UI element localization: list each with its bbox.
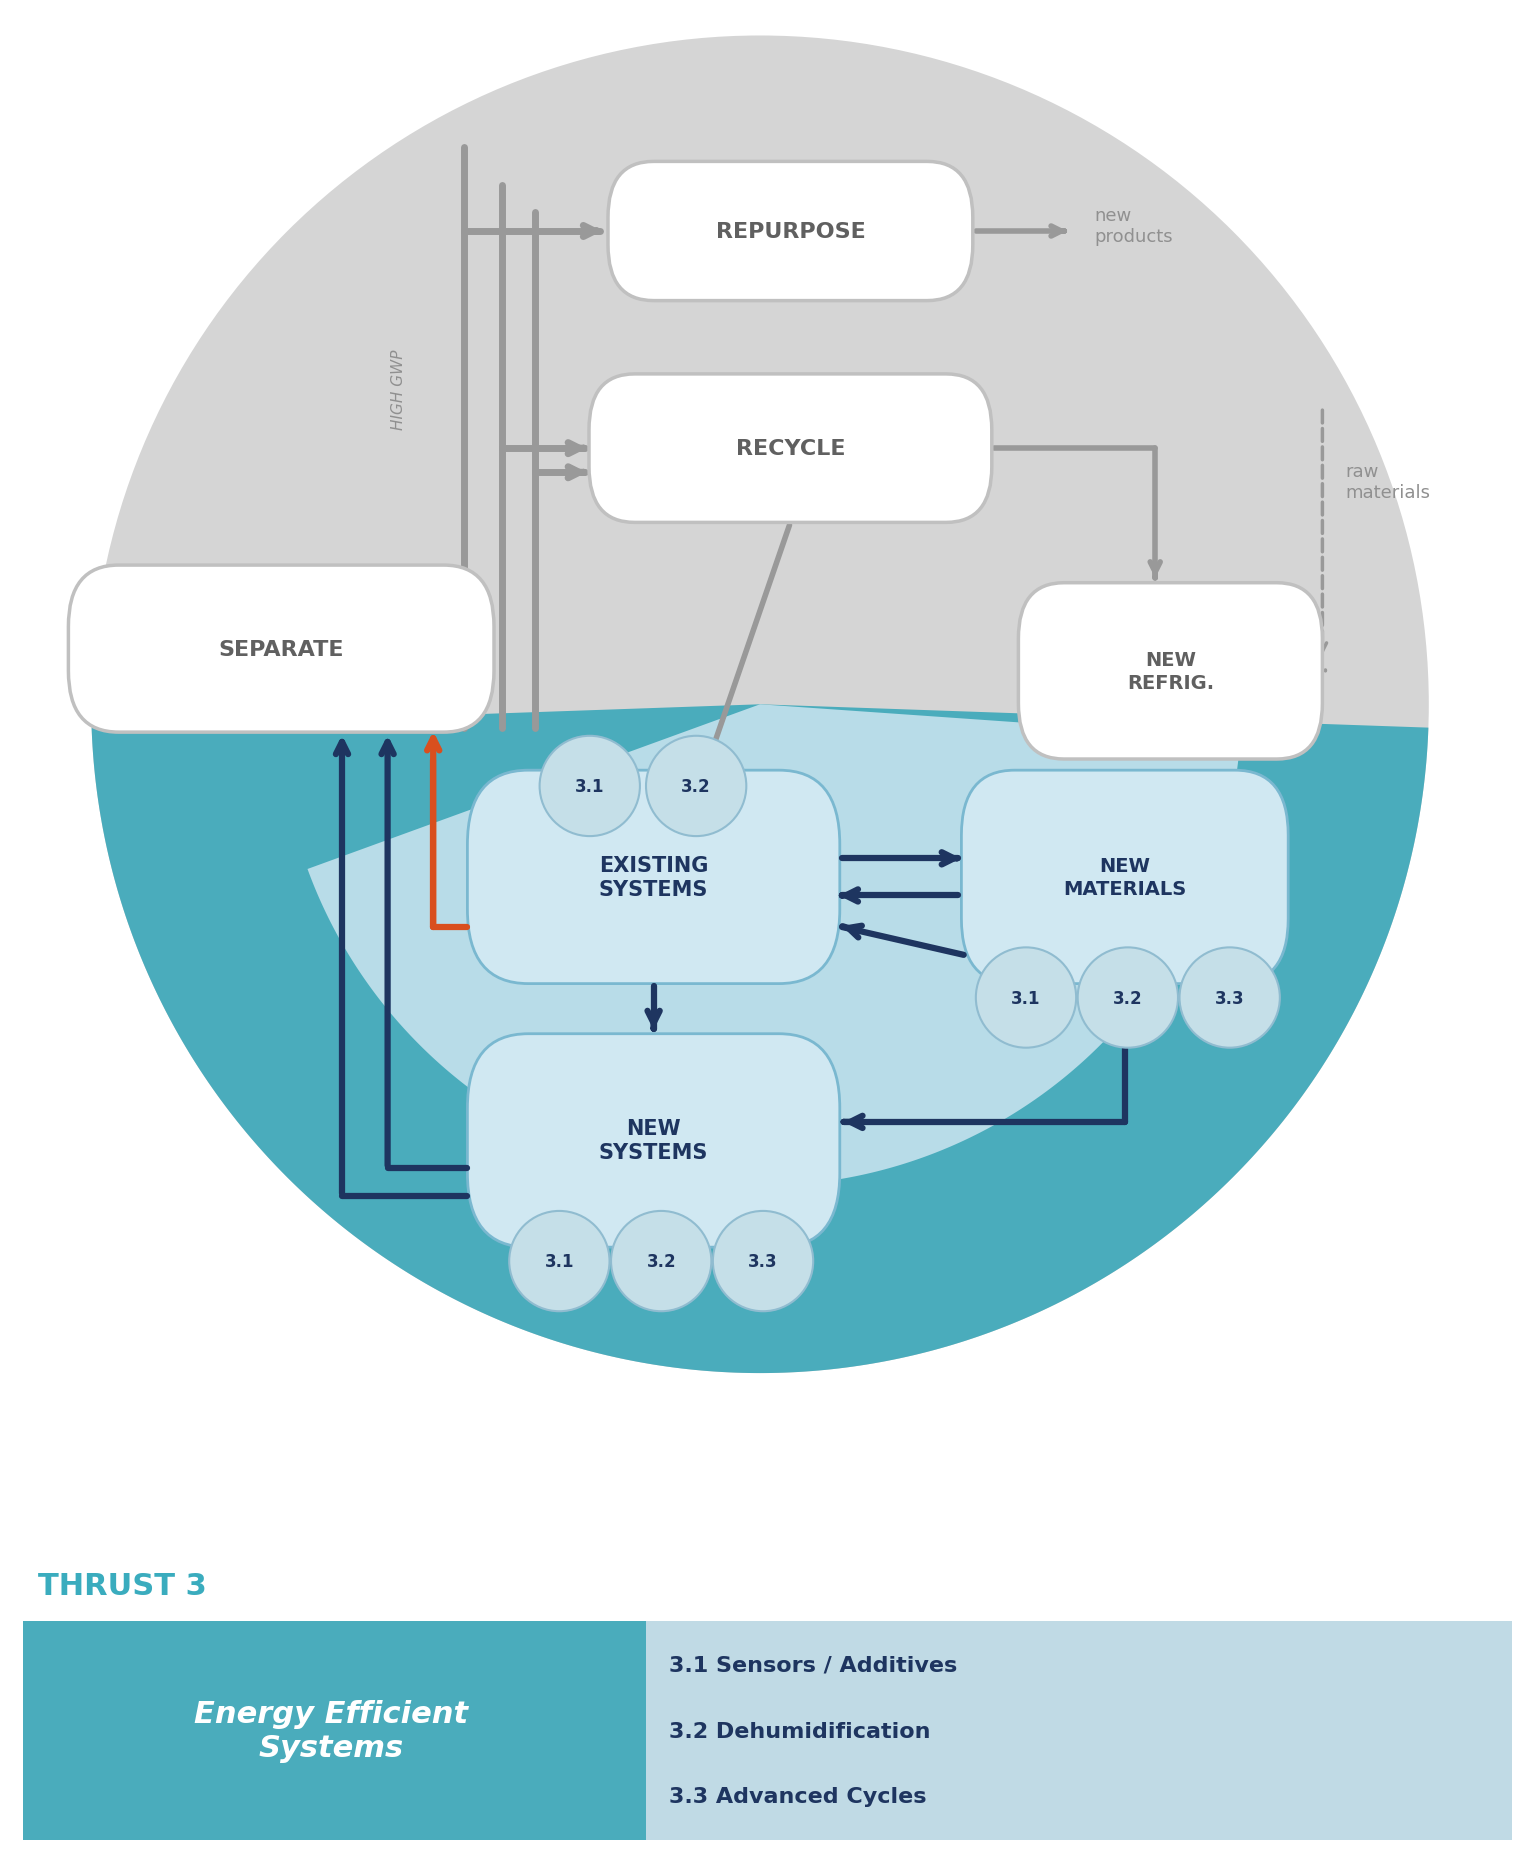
Ellipse shape bbox=[646, 736, 746, 837]
Text: NEW
SYSTEMS: NEW SYSTEMS bbox=[599, 1119, 708, 1163]
FancyBboxPatch shape bbox=[468, 1035, 839, 1247]
Text: 3.1: 3.1 bbox=[575, 777, 605, 796]
Ellipse shape bbox=[976, 948, 1076, 1048]
FancyBboxPatch shape bbox=[68, 566, 494, 733]
Text: 3.3: 3.3 bbox=[748, 1252, 778, 1271]
Text: 3.3 Advanced Cycles: 3.3 Advanced Cycles bbox=[669, 1786, 926, 1807]
Ellipse shape bbox=[91, 37, 1429, 1373]
FancyBboxPatch shape bbox=[590, 375, 993, 523]
Text: REPURPOSE: REPURPOSE bbox=[716, 223, 865, 241]
Text: SEPARATE: SEPARATE bbox=[219, 640, 344, 659]
Text: 3.2: 3.2 bbox=[1113, 989, 1143, 1007]
Text: NEW
REFRIG.: NEW REFRIG. bbox=[1126, 651, 1214, 692]
FancyBboxPatch shape bbox=[23, 1621, 646, 1840]
Polygon shape bbox=[91, 705, 1429, 1373]
Text: 3.2: 3.2 bbox=[681, 777, 711, 796]
Text: new
products: new products bbox=[1094, 208, 1173, 245]
Text: 3.1: 3.1 bbox=[1011, 989, 1041, 1007]
FancyBboxPatch shape bbox=[1018, 582, 1322, 761]
Text: 3.2: 3.2 bbox=[646, 1252, 676, 1271]
Text: 3.2 Dehumidification: 3.2 Dehumidification bbox=[669, 1721, 930, 1740]
Ellipse shape bbox=[611, 1211, 711, 1311]
Text: EXISTING
SYSTEMS: EXISTING SYSTEMS bbox=[599, 855, 708, 900]
FancyBboxPatch shape bbox=[646, 1621, 1512, 1840]
Ellipse shape bbox=[1180, 948, 1280, 1048]
Text: Energy Efficient
Systems: Energy Efficient Systems bbox=[195, 1699, 468, 1762]
FancyBboxPatch shape bbox=[608, 163, 973, 301]
Text: THRUST 3: THRUST 3 bbox=[38, 1571, 207, 1601]
Text: 3.1: 3.1 bbox=[544, 1252, 575, 1271]
Text: RECYCLE: RECYCLE bbox=[736, 440, 845, 458]
Ellipse shape bbox=[1078, 948, 1178, 1048]
FancyBboxPatch shape bbox=[468, 772, 839, 983]
Polygon shape bbox=[307, 705, 1240, 1185]
Text: HIGH GWP: HIGH GWP bbox=[391, 349, 406, 430]
Text: 3.1 Sensors / Additives: 3.1 Sensors / Additives bbox=[669, 1655, 958, 1675]
Ellipse shape bbox=[713, 1211, 813, 1311]
Text: NEW
MATERIALS: NEW MATERIALS bbox=[1062, 857, 1187, 898]
Ellipse shape bbox=[509, 1211, 610, 1311]
Ellipse shape bbox=[540, 736, 640, 837]
Text: raw
materials: raw materials bbox=[1345, 464, 1430, 501]
FancyBboxPatch shape bbox=[961, 772, 1287, 983]
Text: 3.3: 3.3 bbox=[1214, 989, 1245, 1007]
